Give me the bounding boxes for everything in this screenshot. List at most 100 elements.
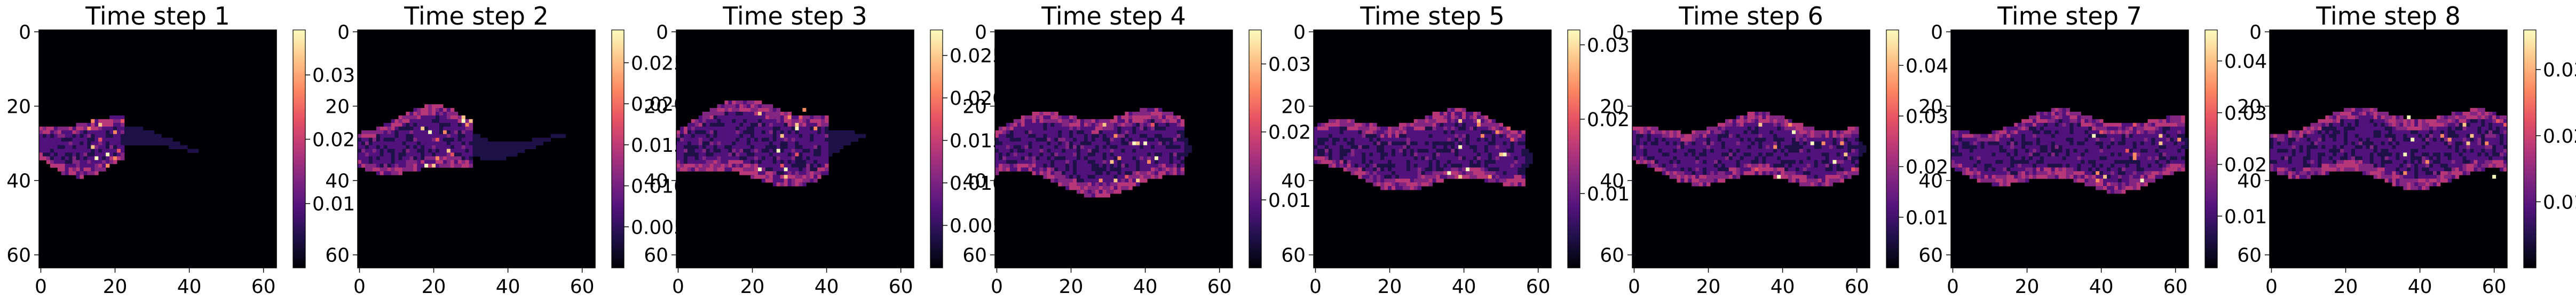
y-tick-label: 40 xyxy=(644,171,668,192)
y-tick-label: 20 xyxy=(1281,96,1306,118)
colorbar-tick-label: 0.03 xyxy=(2224,103,2267,125)
colorbar-tick-label: 0.01 xyxy=(1906,207,1948,229)
colorbar-tick-label: 0.03 xyxy=(1906,106,1948,128)
axes-frame xyxy=(994,29,1233,268)
panel-title: Time step 4 xyxy=(1041,2,1186,30)
x-tick-label: 20 xyxy=(1696,276,1721,298)
heatmap-plume xyxy=(1632,111,1867,187)
x-tick-label: 60 xyxy=(1526,276,1551,298)
colorbar-tick-label: 0.02 xyxy=(1268,122,1311,144)
x-tick-label: 60 xyxy=(1207,276,1232,298)
heatmap-plume xyxy=(995,108,1192,198)
heatmap-plume xyxy=(676,101,866,187)
y-tick-label: 20 xyxy=(325,96,350,118)
y-tick-label: 0 xyxy=(1612,21,1624,43)
colorbar-tick-label: 0.03 xyxy=(1587,35,1630,57)
panel-3: Time step 30 20 40 6002040600.0050.0100.015… xyxy=(644,2,1005,298)
y-tick-label: 0 xyxy=(1931,21,1943,43)
x-tick-label: 60 xyxy=(889,276,913,298)
y-tick-label: 40 xyxy=(2237,171,2262,192)
x-tick-label: 0 xyxy=(35,276,47,298)
x-tick-label: 60 xyxy=(1845,276,1869,298)
colorbar xyxy=(1886,29,1899,268)
heatmap-plume xyxy=(358,104,566,175)
x-tick-label: 40 xyxy=(496,276,520,298)
x-tick-label: 40 xyxy=(815,276,839,298)
x-tick-label: 40 xyxy=(1133,276,1158,298)
x-tick-label: 40 xyxy=(2089,276,2114,298)
colorbar-tick-label: 0.02 xyxy=(2224,155,2267,176)
colorbar xyxy=(2204,29,2218,268)
x-tick-label: 40 xyxy=(2408,276,2432,298)
colorbar xyxy=(1567,29,1581,268)
colorbar-tick-label: 0.03 xyxy=(1268,54,1311,76)
y-tick-label: 20 xyxy=(1918,96,1943,118)
axes-frame xyxy=(357,29,596,268)
y-tick-label: 40 xyxy=(1918,171,1943,192)
axes-frame xyxy=(1950,29,2189,268)
panel-7: Time step 70 20 40 6002040600.010.020.030.0… xyxy=(1918,2,2267,298)
colorbar-tick-label: 0.01 xyxy=(2543,191,2576,213)
panel-2: Time step 20 20 40 6002040600.0050.0100.015… xyxy=(325,2,686,298)
heatmap-plume xyxy=(39,115,199,179)
y-tick-label: 60 xyxy=(6,245,31,267)
y-tick-label: 0 xyxy=(337,21,350,43)
y-tick-label: 20 xyxy=(6,96,31,118)
x-tick-label: 0 xyxy=(1628,276,1640,298)
axes-frame xyxy=(2269,29,2508,268)
y-tick-label: 60 xyxy=(1918,245,1943,267)
x-tick-label: 40 xyxy=(1452,276,1476,298)
panel-title: Time step 1 xyxy=(85,2,230,30)
colorbar-tick-label: 0.02 xyxy=(1587,109,1630,131)
x-tick-label: 60 xyxy=(251,276,276,298)
y-tick-label: 60 xyxy=(325,245,350,267)
x-tick-label: 20 xyxy=(422,276,446,298)
colorbar-tick-label: 0.01 xyxy=(1268,190,1311,212)
x-tick-label: 0 xyxy=(672,276,684,298)
y-tick-label: 40 xyxy=(6,171,31,192)
y-tick-label: 20 xyxy=(1600,96,1624,118)
y-tick-label: 60 xyxy=(2237,245,2262,267)
colorbar xyxy=(611,29,625,268)
x-tick-label: 0 xyxy=(353,276,366,298)
x-tick-label: 0 xyxy=(1947,276,1959,298)
colorbar-tick-label: 0.01 xyxy=(1587,183,1630,205)
x-tick-label: 60 xyxy=(2163,276,2188,298)
y-tick-label: 40 xyxy=(962,171,987,192)
y-tick-label: 0 xyxy=(975,21,987,43)
x-tick-label: 40 xyxy=(177,276,202,298)
colorbar-tick-label: 0.01 xyxy=(312,194,355,215)
colorbar-tick-label: 0.03 xyxy=(2543,59,2576,81)
panel-5: Time step 5 0 20 40 60 0 20 40 60 0.01 0.02 0.03 xyxy=(1281,2,1630,298)
heatmap-plume xyxy=(1314,108,1533,190)
axes-frame xyxy=(38,29,277,268)
x-tick-label: 20 xyxy=(2015,276,2040,298)
y-tick-label: 20 xyxy=(644,96,668,118)
x-tick-label: 20 xyxy=(1378,276,1402,298)
x-tick-label: 0 xyxy=(991,276,1003,298)
x-tick-label: 20 xyxy=(2334,276,2358,298)
colorbar-tick-label: 0.04 xyxy=(2224,51,2267,73)
x-tick-label: 20 xyxy=(740,276,765,298)
panel-title: Time step 2 xyxy=(404,2,549,30)
y-tick-label: 60 xyxy=(962,245,987,267)
panel-title: Time step 8 xyxy=(2316,2,2461,30)
colorbar-tick-label: 0.02 xyxy=(1906,157,1948,179)
colorbar-tick-label: 0.02 xyxy=(2543,126,2576,148)
colorbar xyxy=(2523,29,2537,268)
y-tick-label: 0 xyxy=(2249,21,2262,43)
x-tick-label: 20 xyxy=(103,276,128,298)
y-tick-label: 60 xyxy=(644,245,668,267)
axes-frame xyxy=(1632,29,1870,268)
y-tick-label: 0 xyxy=(1293,21,1306,43)
y-tick-label: 60 xyxy=(1281,245,1306,267)
colorbar-tick-label: 0.03 xyxy=(312,65,355,87)
colorbar xyxy=(930,29,943,268)
panel-title: Time step 5 xyxy=(1360,2,1505,30)
y-tick-label: 40 xyxy=(1281,171,1306,192)
y-tick-label: 20 xyxy=(2237,96,2262,118)
